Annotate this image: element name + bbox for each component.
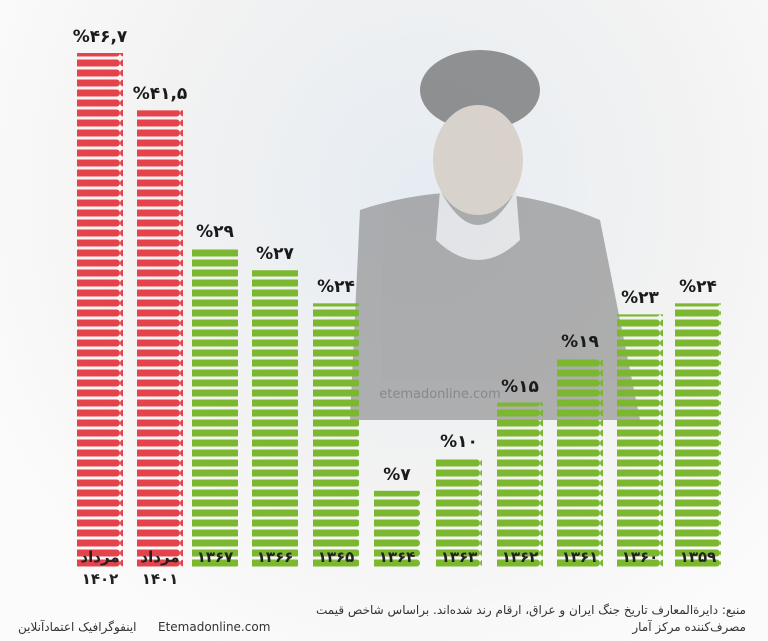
bar bbox=[557, 358, 603, 568]
credit: اینفوگرافیک اعتمادآنلاین bbox=[18, 620, 137, 634]
source-note: منبع: دایرةالمعارف تاریخ جنگ ایران و عرا… bbox=[316, 603, 746, 634]
category-label: ۱۳۶۳ bbox=[440, 548, 478, 566]
bar bbox=[436, 457, 482, 568]
category-label: ۱۳۶۱ bbox=[561, 548, 599, 566]
bar bbox=[192, 248, 238, 568]
website: Etemadonline.com bbox=[158, 620, 271, 634]
category-label: ۱۳۶۴ bbox=[378, 548, 416, 566]
value-label: %۱۰ bbox=[440, 431, 478, 452]
value-label: %۲۹ bbox=[196, 222, 234, 243]
category-label: مرداد ۱۴۰۱ bbox=[140, 548, 180, 588]
value-label: %۲۳ bbox=[621, 288, 659, 309]
category-label: مرداد ۱۴۰۲ bbox=[80, 548, 120, 588]
value-label: %۱۹ bbox=[561, 332, 599, 353]
watermark: etemadonline.com bbox=[379, 387, 501, 402]
category-label: ۱۳۶۲ bbox=[501, 548, 539, 566]
bar bbox=[77, 53, 123, 568]
value-label: %۴۶,۷ bbox=[72, 27, 128, 47]
bar bbox=[374, 490, 420, 568]
bar bbox=[617, 314, 663, 568]
bar bbox=[675, 303, 721, 568]
category-label: ۱۳۶۰ bbox=[621, 548, 659, 566]
value-label: %۲۴ bbox=[317, 277, 355, 298]
value-label: %۷ bbox=[383, 464, 411, 485]
category-label: ۱۳۶۷ bbox=[196, 548, 234, 566]
bar bbox=[497, 402, 543, 568]
bar bbox=[137, 110, 183, 568]
category-label: ۱۳۵۹ bbox=[679, 548, 717, 566]
category-label: ۱۳۶۵ bbox=[317, 548, 355, 566]
value-label: %۴۱,۵ bbox=[132, 84, 188, 105]
category-label: ۱۳۶۶ bbox=[256, 548, 294, 566]
value-label: %۲۷ bbox=[256, 244, 294, 265]
value-label: %۱۵ bbox=[501, 376, 539, 397]
bar bbox=[252, 270, 298, 568]
bar bbox=[313, 303, 359, 568]
value-label: %۲۴ bbox=[679, 277, 717, 298]
